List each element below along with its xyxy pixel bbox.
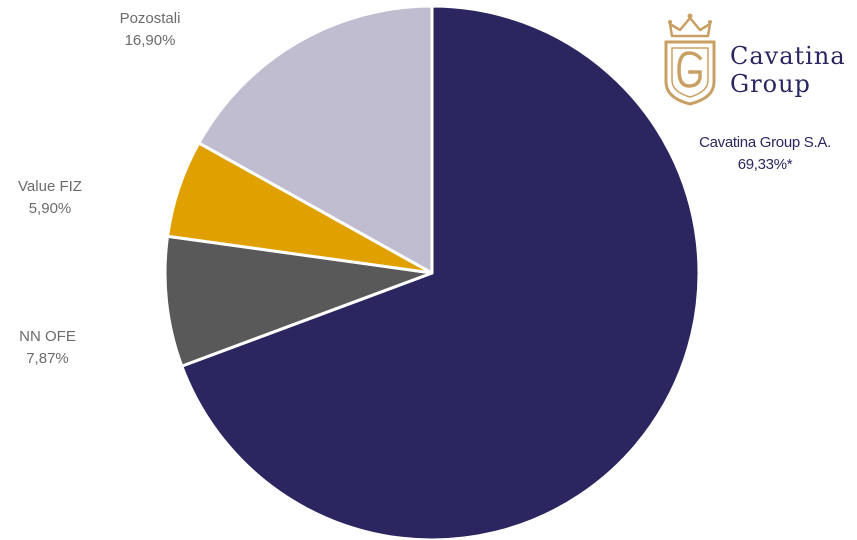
label-value-fiz-value: 5,90% [28, 200, 72, 217]
logo-text-line1: Cavatina [730, 42, 846, 70]
label-cavatina: Cavatina Group S.A. 69,33%* [680, 132, 850, 176]
label-cavatina-name: Cavatina Group S.A. [699, 134, 831, 151]
label-pozostali-value: 16,90% [124, 32, 176, 49]
slice-pozostali [197, 4, 434, 275]
label-pozostali-name: Pozostali [119, 10, 181, 27]
slice-cavatina-group [180, 4, 701, 540]
label-nn-ofe-name: NN OFE [19, 328, 76, 345]
cavatina-logo: Cavatina Group [660, 12, 855, 112]
label-pozostali: Pozostali 16,90% [95, 8, 205, 52]
crown-g-shield-icon [664, 13, 716, 106]
label-value-fiz-name: Value FIZ [18, 178, 82, 195]
label-nn-ofe-value: 7,87% [26, 350, 69, 367]
slice-nn-ofe [163, 234, 434, 368]
label-value-fiz: Value FIZ 5,90% [0, 176, 100, 220]
label-cavatina-value: 69,33%* [737, 156, 793, 173]
label-nn-ofe: NN OFE 7,87% [0, 326, 95, 370]
logo-text-line2: Group [730, 70, 811, 98]
